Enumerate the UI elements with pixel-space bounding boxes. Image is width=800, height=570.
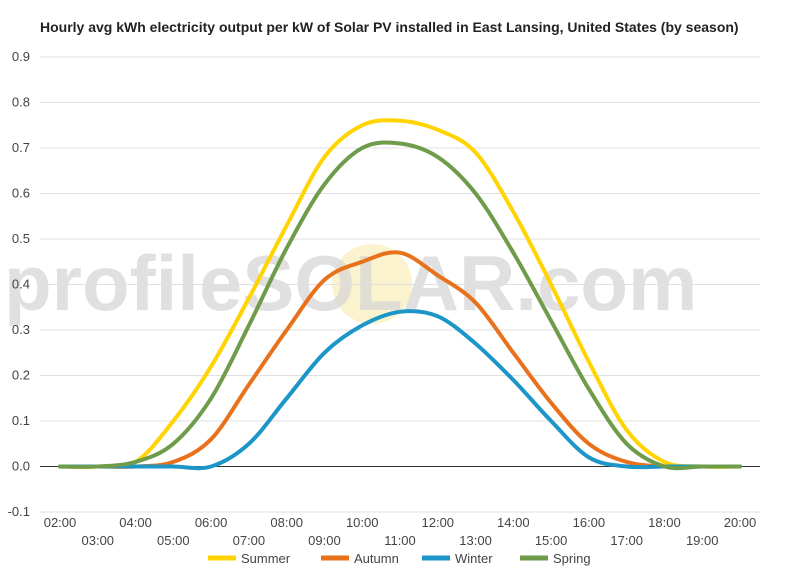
x-tick-label: 11:00	[384, 533, 416, 548]
y-axis-ticks: 0.9 0.8 0.7 0.6 0.5 0.4 0.3 0.2 0.1 0.0 -0.1	[8, 49, 30, 519]
series-line-autumn	[58, 250, 742, 469]
series-line-winter	[58, 309, 742, 471]
x-tick-label: 08:00	[270, 515, 303, 530]
x-tick-label: 20:00	[724, 515, 757, 530]
series-line-summer	[58, 118, 742, 469]
y-tick-label: 0.8	[12, 95, 30, 110]
x-tick-label: 10:00	[346, 515, 379, 530]
x-tick-label: 19:00	[686, 533, 719, 548]
watermark-text: profileSOLAR.com	[4, 239, 697, 327]
x-tick-label: 04:00	[119, 515, 152, 530]
y-tick-label: -0.1	[8, 504, 30, 519]
x-tick-label: 05:00	[157, 533, 190, 548]
series-lines	[58, 118, 742, 471]
x-tick-label: 18:00	[648, 515, 681, 530]
x-tick-label: 09:00	[308, 533, 341, 548]
legend: Summer Autumn Winter Spring	[208, 551, 591, 566]
x-axis-ticks: 02:00 03:00 04:00 05:00 06:00 07:00 08:00 09:00…	[44, 515, 757, 548]
legend-label-winter: Winter	[455, 551, 493, 566]
chart-title: Hourly avg kWh electricity output per kW…	[40, 19, 739, 35]
y-tick-label: 0.6	[12, 186, 30, 201]
y-tick-label: 0.7	[12, 140, 30, 155]
y-tick-label: 0.2	[12, 368, 30, 383]
x-tick-label: 15:00	[535, 533, 568, 548]
gridlines	[40, 56, 760, 513]
y-tick-label: 0.9	[12, 49, 30, 64]
x-tick-label: 03:00	[82, 533, 115, 548]
x-tick-label: 07:00	[233, 533, 266, 548]
legend-label-autumn: Autumn	[354, 551, 399, 566]
legend-label-summer: Summer	[241, 551, 291, 566]
x-tick-label: 12:00	[422, 515, 455, 530]
x-tick-label: 16:00	[573, 515, 606, 530]
y-tick-label: 0.5	[12, 231, 30, 246]
watermark-logo: profileSOLAR.com	[4, 239, 697, 327]
y-tick-label: 0.0	[12, 459, 30, 474]
x-tick-label: 06:00	[195, 515, 228, 530]
x-tick-label: 14:00	[497, 515, 530, 530]
y-tick-label: 0.3	[12, 322, 30, 337]
x-tick-label: 13:00	[459, 533, 492, 548]
legend-label-spring: Spring	[553, 551, 591, 566]
y-tick-label: 0.4	[12, 277, 30, 292]
x-tick-label: 17:00	[610, 533, 643, 548]
series-line-spring	[58, 140, 742, 471]
y-tick-label: 0.1	[12, 413, 30, 428]
x-tick-label: 02:00	[44, 515, 77, 530]
